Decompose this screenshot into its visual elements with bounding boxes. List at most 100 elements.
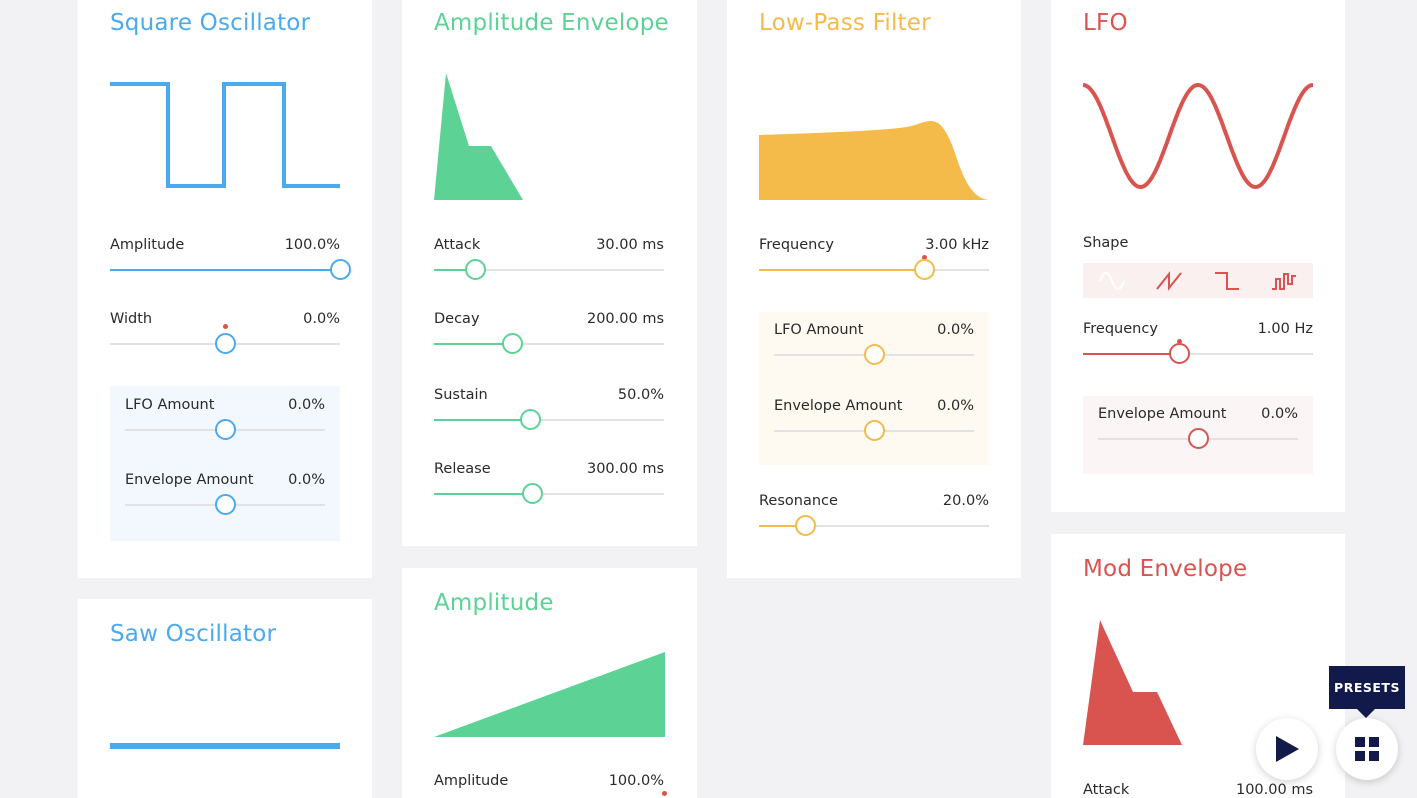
slider-fill [759, 269, 925, 271]
slider-knob[interactable] [329, 259, 351, 280]
shape-button-square[interactable] [1198, 263, 1256, 298]
shape-button-sine[interactable] [1083, 263, 1141, 298]
sine-icon [1098, 271, 1125, 290]
param-value: 3.00 kHz [925, 237, 989, 253]
slider-knob[interactable] [863, 344, 885, 365]
sustain-slider[interactable]: Sustain 50.0% [434, 387, 664, 437]
envelope-display [434, 73, 523, 200]
release-slider[interactable]: Release 300.00 ms [434, 461, 664, 511]
envelope-amount-slider[interactable]: Envelope Amount 0.0% [1098, 406, 1298, 456]
card-title: LFO [1083, 10, 1128, 36]
slider-track[interactable] [434, 419, 664, 421]
slider-fill [434, 419, 531, 421]
param-value: 200.00 ms [586, 311, 664, 327]
param-label: Decay [434, 311, 480, 327]
random-step-icon [1272, 272, 1297, 290]
attack-slider[interactable]: Attack 100.00 ms [1083, 782, 1313, 798]
slider-knob[interactable] [214, 333, 236, 354]
slider-track[interactable] [434, 269, 664, 271]
square-wave-icon [1214, 271, 1239, 290]
saw-oscillator-card: Saw Oscillator [78, 599, 372, 798]
param-label: Attack [434, 237, 481, 253]
param-value: 1.00 Hz [1257, 321, 1313, 337]
card-title: Amplitude Envelope [434, 10, 669, 36]
slider-track[interactable] [1083, 353, 1313, 355]
param-value: 0.0% [303, 311, 340, 327]
modulation-box: Envelope Amount 0.0% [1083, 396, 1313, 474]
param-value: 30.00 ms [596, 237, 664, 253]
card-title: Low-Pass Filter [759, 10, 931, 36]
param-label: Amplitude [110, 237, 185, 253]
attack-slider[interactable]: Attack 30.00 ms [434, 237, 664, 287]
param-label: Envelope Amount [774, 398, 903, 414]
param-value: 0.0% [1261, 406, 1298, 422]
param-label: Envelope Amount [125, 472, 254, 488]
slider-fill [434, 269, 476, 271]
param-label: Sustain [434, 387, 488, 403]
frequency-slider[interactable]: Frequency 3.00 kHz [759, 237, 989, 287]
lfo-amount-slider[interactable]: LFO Amount 0.0% [774, 322, 974, 372]
card-title: Saw Oscillator [110, 621, 277, 647]
shape-selector[interactable] [1083, 263, 1313, 298]
param-value: 100.00 ms [1235, 782, 1313, 798]
param-label: Amplitude [434, 773, 509, 789]
presets-button[interactable] [1336, 718, 1398, 780]
slider-knob[interactable] [214, 494, 236, 515]
lfo-amount-slider[interactable]: LFO Amount 0.0% [125, 397, 325, 447]
slider-fill [1083, 353, 1180, 355]
filter-response-display [759, 121, 989, 200]
param-value: 0.0% [288, 397, 325, 413]
width-slider[interactable]: Width 0.0% [110, 311, 340, 361]
slider-knob[interactable] [1187, 428, 1209, 449]
slider-knob[interactable] [794, 515, 816, 536]
param-value: 50.0% [617, 387, 664, 403]
amplitude-card: Amplitude Amplitude 100.0% [402, 568, 697, 798]
param-value: 300.00 ms [586, 461, 664, 477]
param-label: Frequency [759, 237, 834, 253]
slider-knob[interactable] [863, 420, 885, 441]
slider-fill [434, 343, 513, 345]
amplitude-slider[interactable]: Amplitude 100.0% [434, 773, 667, 798]
slider-track[interactable] [434, 343, 664, 345]
param-label: Attack [1083, 782, 1130, 798]
slider-knob[interactable] [464, 259, 486, 280]
amplitude-slider[interactable]: Amplitude 100.0% [110, 237, 351, 287]
modulation-box: LFO Amount 0.0% Envelope Amount 0.0% [759, 312, 989, 465]
slider-knob[interactable] [522, 483, 544, 504]
resonance-slider[interactable]: Resonance 20.0% [759, 493, 989, 543]
slider-track[interactable] [759, 525, 989, 527]
param-label: LFO Amount [774, 322, 864, 338]
play-button[interactable] [1256, 718, 1318, 780]
modulation-box: LFO Amount 0.0% Envelope Amount 0.0% [110, 386, 340, 541]
frequency-slider[interactable]: Frequency 1.00 Hz [1083, 321, 1313, 371]
slider-track[interactable] [434, 493, 664, 495]
shape-button-sawtooth[interactable] [1140, 263, 1198, 298]
sawtooth-icon [1156, 270, 1183, 291]
slider-fill [759, 525, 805, 527]
envelope-amount-slider[interactable]: Envelope Amount 0.0% [125, 472, 325, 522]
param-label: Release [434, 461, 491, 477]
envelope-amount-slider[interactable]: Envelope Amount 0.0% [774, 398, 974, 448]
param-label: LFO Amount [125, 397, 215, 413]
slider-knob[interactable] [914, 259, 936, 280]
param-value: 0.0% [937, 322, 974, 338]
modulation-dot [922, 255, 928, 260]
shape-button-random[interactable] [1255, 263, 1313, 298]
low-pass-filter-card: Low-Pass Filter Frequency 3.00 kHz LFO A… [727, 0, 1021, 578]
presets-tooltip: PRESETS [1329, 666, 1405, 709]
saw-wave-display [110, 743, 340, 749]
amplitude-display [434, 652, 665, 737]
square-wave-display [110, 82, 340, 188]
lfo-card: LFO Shape Frequency 1.00 Hz Envelope Amo… [1051, 0, 1345, 512]
param-value: 0.0% [937, 398, 974, 414]
modulation-dot [661, 791, 667, 796]
modulation-dot [1177, 339, 1183, 344]
slider-knob[interactable] [214, 419, 236, 440]
slider-knob[interactable] [1169, 343, 1191, 364]
slider-knob[interactable] [501, 333, 523, 354]
grid-icon [1355, 737, 1379, 761]
slider-knob[interactable] [520, 409, 542, 430]
decay-slider[interactable]: Decay 200.00 ms [434, 311, 664, 361]
param-label: Envelope Amount [1098, 406, 1227, 422]
card-title: Amplitude [434, 590, 554, 616]
